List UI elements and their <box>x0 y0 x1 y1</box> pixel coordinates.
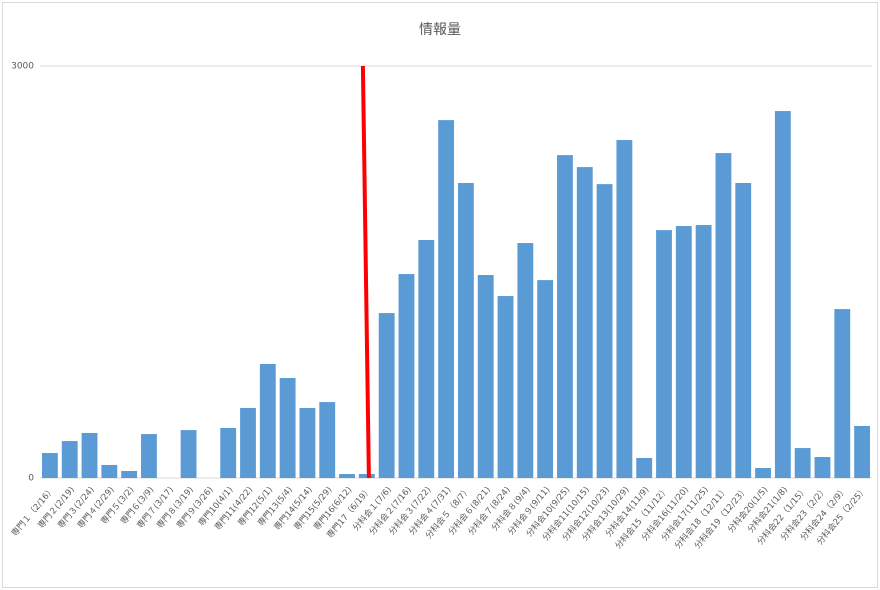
bar <box>240 407 256 478</box>
y-tick-label: 0 <box>28 474 34 484</box>
bar <box>675 225 692 478</box>
bar <box>81 432 98 478</box>
bar <box>61 441 78 478</box>
bar <box>438 120 455 478</box>
bar <box>596 184 613 478</box>
chart-title: 情報量 <box>419 22 461 38</box>
bar <box>537 280 554 478</box>
divider-line <box>360 65 371 479</box>
bar <box>715 153 732 478</box>
bar <box>457 183 474 478</box>
bar <box>814 456 831 478</box>
bar <box>319 402 336 478</box>
bar <box>279 378 296 478</box>
bar <box>259 364 276 478</box>
bar <box>398 274 415 478</box>
bar <box>557 155 573 478</box>
bar <box>121 470 138 478</box>
bar <box>656 230 672 478</box>
bar <box>378 313 395 478</box>
bar <box>180 430 197 478</box>
bar <box>834 309 851 478</box>
bar <box>339 474 355 478</box>
bar <box>854 425 871 478</box>
bar <box>616 140 633 479</box>
bar <box>477 275 494 478</box>
bar <box>299 407 316 478</box>
bar <box>41 453 58 478</box>
bar <box>735 183 752 478</box>
bar <box>774 111 791 478</box>
bar <box>497 296 514 478</box>
bar <box>141 434 157 478</box>
bar <box>418 240 435 478</box>
bar <box>755 467 771 478</box>
bar <box>794 448 811 478</box>
y-tick-label: 3000 <box>11 62 34 72</box>
bar <box>358 474 375 478</box>
bar <box>220 428 237 478</box>
bar <box>517 243 534 478</box>
bar <box>636 457 653 478</box>
bar <box>695 225 712 478</box>
bar <box>101 464 118 478</box>
bar <box>576 167 593 478</box>
